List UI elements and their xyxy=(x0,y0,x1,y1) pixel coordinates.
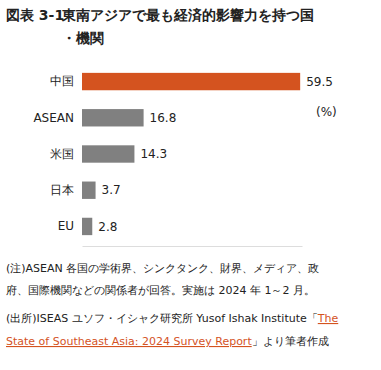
source: (出所)ISEAS ユソフ・イシャク研究所 Yusof Ishak Instit… xyxy=(6,312,338,325)
source: State of Southeast Asia: 2024 Survey Rep… xyxy=(6,335,329,348)
y-tick: 中国 xyxy=(50,74,74,88)
data-label: 59.5 xyxy=(306,75,333,89)
bar xyxy=(82,73,300,90)
y-tick: 米国 xyxy=(50,147,74,161)
x-axis-line xyxy=(83,246,303,247)
bar xyxy=(82,145,134,162)
bar xyxy=(82,182,96,199)
title: 東南アジアで最も経済的影響力を持つ国・機関 xyxy=(61,7,314,46)
source-title: The xyxy=(317,312,339,325)
data-label: 16.8 xyxy=(150,111,177,125)
y-tick-label: 日本 xyxy=(50,183,74,197)
y-tick-label: ASEAN xyxy=(33,111,74,125)
data-label: 14.3 xyxy=(140,147,167,161)
y-tick-label: 米国 xyxy=(50,147,74,161)
chart: 図表 3-1東南アジアで最も経済的影響力を持つ国・機関中国 ASEAN 米国日本 EU… xyxy=(0,0,381,370)
x-axis xyxy=(83,246,303,247)
bar xyxy=(82,109,144,126)
y-tick: 日本 xyxy=(50,183,74,197)
y-tick-label: 中国 xyxy=(50,74,74,88)
y-tick-label: EU xyxy=(58,219,74,233)
y-tick: EU xyxy=(58,219,74,233)
bar xyxy=(82,218,92,235)
note: (注)ASEAN 各国の学術界、シンクタンク、財界、メディア、政 xyxy=(6,262,319,275)
data-label: 2.8 xyxy=(98,220,117,234)
unit-label: (%) xyxy=(316,105,337,119)
data-label: 3.7 xyxy=(102,183,121,197)
note: 府、国際機関などの関係者が回答。実施は 2024 年 1～2 月。 xyxy=(6,284,315,297)
y-axis: 中国 ASEAN 米国日本 EU xyxy=(33,74,74,233)
figure-label: 図表 3-1 xyxy=(6,7,64,23)
title-line: 東南アジアで最も経済的影響力を持つ国 xyxy=(61,7,314,23)
bars xyxy=(82,73,300,235)
y-tick: ASEAN xyxy=(33,111,74,125)
source-text: 」より筆者作成 xyxy=(252,335,329,348)
title-line: ・機関 xyxy=(62,30,104,46)
source-text: (出所)ISEAS ユソフ・イシャク研究所 Yusof Ishak Instit… xyxy=(6,312,318,325)
source-title: State of Southeast Asia: 2024 Survey Rep… xyxy=(6,335,252,348)
